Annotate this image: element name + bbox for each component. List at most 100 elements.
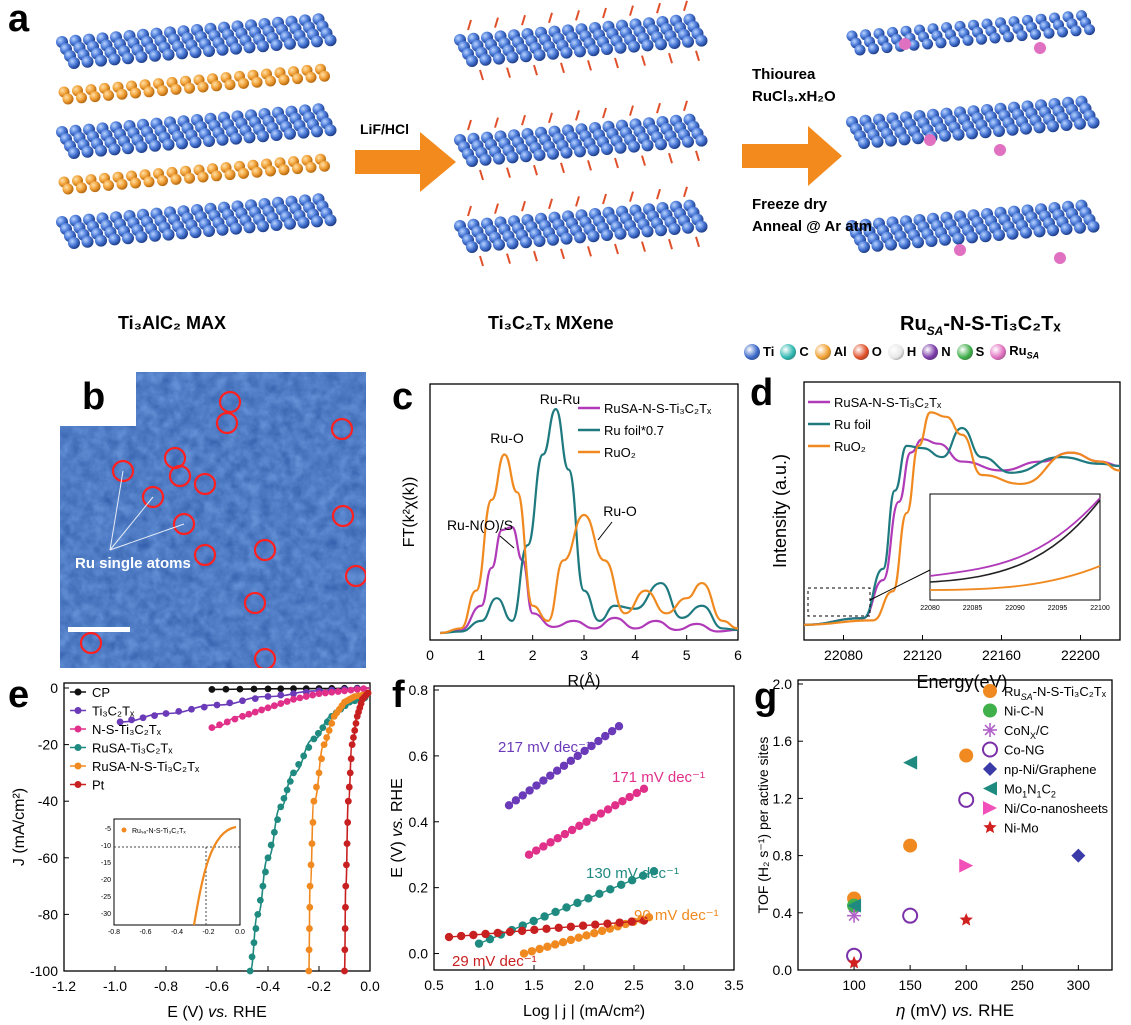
atom-legend-label: N	[941, 344, 951, 360]
data-point	[983, 820, 997, 834]
x-tick-label: 300	[1067, 977, 1091, 993]
data-point	[535, 944, 544, 954]
data-point	[958, 791, 975, 808]
legend-label: RuSA-N-S-Ti₃C₂Tₓ	[92, 759, 200, 774]
annotation-arrow	[597, 521, 613, 541]
x-tick-label: 22200	[1061, 647, 1100, 663]
data-point	[300, 752, 308, 760]
data-point	[139, 714, 147, 722]
data-point	[524, 850, 534, 859]
data-point	[231, 715, 239, 723]
series-line	[803, 426, 1121, 626]
data-point	[589, 813, 598, 822]
legend-label: N-S-Ti₃C₂Tₓ	[92, 722, 162, 737]
data-point	[250, 939, 258, 947]
y-axis-label: FT(k²χ(k))	[401, 477, 418, 548]
atom-swatch	[744, 343, 760, 360]
ru-layer-2	[846, 95, 1100, 149]
atom-legend-item: C	[780, 343, 809, 360]
data-point	[611, 801, 620, 810]
legend-marker	[74, 688, 82, 696]
data-point	[323, 734, 331, 741]
atom-marker-circle	[253, 647, 277, 668]
peak-label: Ru-Ru	[540, 391, 580, 407]
arrow2-top-line1: Thiourea	[752, 66, 816, 83]
inset-tick-label: -30	[101, 911, 111, 918]
atomic-slabs	[56, 0, 1100, 267]
arrow2-top-label: Thiourea RuCl₃.xH₂O	[752, 64, 836, 108]
data-point	[493, 928, 502, 938]
panel-letter-b: b	[82, 376, 106, 418]
mxene-layer-3	[454, 199, 708, 253]
y-axis-label: J (mA/cm²)	[11, 788, 28, 866]
arrow-thiourea	[742, 126, 842, 186]
data-point	[580, 746, 589, 756]
y-tick-label: 0.8	[409, 682, 429, 698]
data-point	[309, 691, 317, 699]
data-point	[262, 868, 269, 876]
y-tick-label: 0.6	[409, 748, 429, 764]
panel-a-schematic	[56, 0, 1100, 267]
max-ti-layer-1	[56, 13, 337, 69]
data-point	[847, 898, 862, 913]
panel-c-chart: 0 1 2 3 4 5 6 R(Å) FT(k²χ(k)) RuSA-N-S-Ti₃C₂Tₓ Ru …	[401, 383, 742, 690]
data-point	[606, 885, 615, 894]
mxene-layer-2	[454, 113, 708, 167]
arrow2-bottom-line2: Anneal @ Ar atm	[752, 218, 872, 235]
data-point	[627, 917, 637, 926]
arrow2-top-line2: RuCl₃.xH₂O	[752, 88, 836, 105]
data-point	[200, 703, 208, 711]
data-point	[543, 942, 552, 951]
max-al-layer-1	[58, 63, 330, 105]
data-point	[517, 926, 527, 936]
atom-marker-circle	[331, 504, 355, 528]
y-tick-label: 1.6	[773, 733, 793, 749]
data-point	[222, 685, 230, 693]
atom-swatch	[852, 343, 869, 360]
arrow-lif-hcl	[355, 132, 456, 192]
inset-tick-label: -5	[105, 826, 111, 833]
data-point	[360, 685, 368, 693]
atom-swatch	[990, 343, 1007, 360]
x-tick-label: 6	[734, 647, 742, 663]
inset-tick-label: -15	[101, 860, 111, 867]
data-point	[325, 727, 333, 734]
data-point	[314, 729, 322, 737]
legend-label: Ni-Mo	[1004, 821, 1039, 836]
legend-marker	[74, 707, 82, 714]
x-axis-label: η (mV) vs. RHE	[896, 1001, 1014, 1020]
atom-legend-item: H	[887, 343, 916, 360]
ru-single-atoms-label: Ru single atoms	[75, 555, 191, 572]
data-point	[601, 731, 610, 741]
data-point	[270, 828, 278, 836]
y-axis-label: TOF (H₂ s⁻¹) per active sites	[755, 737, 771, 914]
inset-legend-label: Ruₛₐ-N-S-Ti₃C₂Tₓ	[132, 828, 186, 835]
data-point	[251, 708, 259, 716]
data-point	[308, 840, 316, 848]
series-line	[803, 411, 1121, 626]
mxene-label: Ti₃C₂Tₓ MXene	[488, 313, 614, 333]
legend-label: Ni/Co-nanosheets	[1004, 801, 1109, 816]
arrow1-label: LiF/HCl	[360, 121, 409, 137]
mxene-layer-1	[454, 13, 708, 67]
atom-legend-label: O	[871, 344, 882, 360]
atom-legend-item: S	[956, 343, 984, 360]
data-point	[574, 933, 583, 942]
max-al-layer-2	[58, 153, 330, 195]
data-point	[305, 967, 313, 975]
legend-label: Pt	[92, 778, 105, 793]
data-point	[256, 896, 264, 904]
data-point	[542, 924, 551, 934]
legend-label: CP	[92, 685, 110, 700]
data-point	[226, 699, 234, 707]
data-point	[213, 701, 221, 709]
panel-f-chart: 0.5 1.0 1.5 2.0 2.5 3.0 3.5 0.0 0.2 0.4 0.6 0.8 Log …	[389, 682, 744, 1020]
panel-letter-g: g	[754, 676, 778, 718]
slope-label: 29 mV dec⁻¹	[452, 953, 537, 970]
peak-label: Ru-O	[490, 430, 524, 446]
data-point	[251, 695, 259, 703]
data-point	[959, 858, 974, 873]
data-point	[546, 838, 555, 847]
atom-swatch	[780, 343, 797, 360]
data-point	[347, 686, 355, 694]
